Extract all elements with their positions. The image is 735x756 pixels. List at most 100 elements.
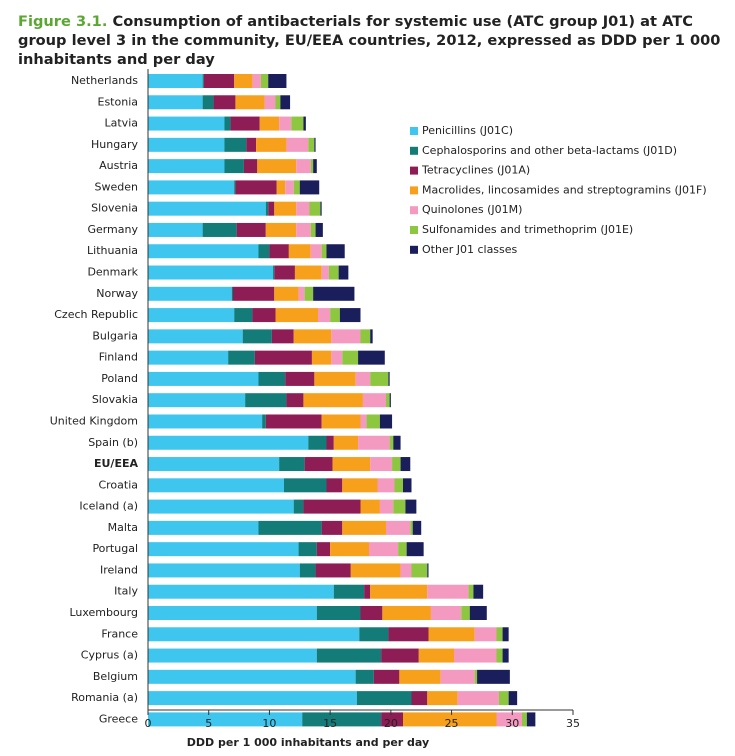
bar-segment xyxy=(382,606,431,620)
bar-segment xyxy=(254,350,312,365)
bar-segment xyxy=(242,329,272,344)
bar-segment xyxy=(405,499,417,514)
bar-segment xyxy=(496,648,503,663)
bar-segment xyxy=(469,606,487,620)
y-tick-label: Austria xyxy=(99,159,138,172)
bar-segment xyxy=(252,74,261,88)
bar-segment xyxy=(474,627,497,642)
bar-segment xyxy=(496,627,503,642)
bar-segment xyxy=(370,457,393,472)
bar-segment xyxy=(148,584,334,599)
legend-swatch xyxy=(410,186,418,195)
bar-segment xyxy=(370,329,373,344)
bar-segment xyxy=(377,478,395,493)
bar-segment xyxy=(284,478,327,493)
bar-segment xyxy=(418,648,454,663)
bar-segment xyxy=(304,457,333,472)
bar-segment xyxy=(389,435,394,450)
x-tick-label: 0 xyxy=(145,717,152,730)
bar-segment xyxy=(358,350,385,365)
bar-segment xyxy=(252,308,276,323)
x-tick-label: 10 xyxy=(262,717,276,730)
bar-segment xyxy=(233,286,275,301)
bar-segment xyxy=(398,542,407,557)
bar-segment xyxy=(360,329,371,344)
bar-segment xyxy=(224,159,244,174)
bar-segment xyxy=(360,414,367,429)
bar-segment xyxy=(379,499,394,514)
bar-segment xyxy=(148,627,360,642)
bar-segment xyxy=(293,499,304,514)
bar-segment xyxy=(304,286,314,301)
bar-segment xyxy=(148,520,259,535)
bar-segment xyxy=(320,201,322,216)
bar-segment xyxy=(268,201,275,216)
bar-segment xyxy=(358,435,390,450)
y-tick-label: Ireland xyxy=(100,563,138,576)
bar-segment xyxy=(262,414,266,429)
bar-segment xyxy=(265,222,297,237)
y-tick-label: France xyxy=(101,627,138,640)
bar-segment xyxy=(296,222,311,237)
bar-segment xyxy=(427,563,429,578)
chart-title-block: Figure 3.1. Consumption of antibacterial… xyxy=(18,12,723,69)
bar-segment xyxy=(332,457,371,472)
bar-segment xyxy=(350,563,401,578)
bar-segment xyxy=(461,606,470,620)
bar-segment xyxy=(258,371,286,386)
bar-segment xyxy=(342,478,378,493)
legend-label: Macrolides, lincosamides and streptogram… xyxy=(422,183,707,196)
bar-segment xyxy=(326,244,345,259)
bar-segment xyxy=(311,350,332,365)
y-tick-label: Iceland (a) xyxy=(79,500,138,513)
bar-segment xyxy=(148,457,280,472)
bar-segment xyxy=(310,222,316,237)
bar-segment xyxy=(362,393,386,408)
bar-segment xyxy=(148,435,309,450)
bar-segment xyxy=(388,627,429,642)
legend-label: Tetracyclines (J01A) xyxy=(421,164,530,177)
y-tick-label: Lithuania xyxy=(87,244,138,257)
bar-segment xyxy=(400,457,411,472)
bar-segment xyxy=(399,669,441,684)
bar-segment xyxy=(339,308,361,323)
bar-segment xyxy=(293,180,300,195)
y-tick-label: EU/EEA xyxy=(94,457,138,470)
y-tick-label: Bulgaria xyxy=(92,329,138,342)
bar-segment xyxy=(373,669,400,684)
bar-segment xyxy=(224,137,247,152)
bar-segment xyxy=(148,606,317,620)
bar-segment xyxy=(389,393,391,408)
legend-swatch xyxy=(410,146,418,155)
bar-segment xyxy=(427,584,469,599)
bar-segment xyxy=(231,286,233,301)
bar-segment xyxy=(331,350,343,365)
bar-segment xyxy=(326,435,334,450)
bar-segment xyxy=(403,712,497,727)
bar-segment xyxy=(264,95,276,110)
bar-segment xyxy=(386,520,411,535)
bar-segment xyxy=(386,393,390,408)
bar-segment xyxy=(148,563,300,578)
bar-segment xyxy=(280,95,291,110)
bar-segment xyxy=(381,712,403,727)
bar-segment xyxy=(148,244,259,259)
y-tick-label: Poland xyxy=(101,372,138,385)
bar-segment xyxy=(303,116,306,131)
bar-segment xyxy=(321,244,327,259)
bar-segment xyxy=(228,350,255,365)
bar-segment xyxy=(473,584,484,599)
bar-segment xyxy=(148,329,243,344)
y-tick-label: Latvia xyxy=(105,117,139,130)
bar-segment xyxy=(235,180,277,195)
bar-segment xyxy=(274,286,299,301)
bar-segment xyxy=(526,712,536,727)
bar-segment xyxy=(411,563,428,578)
bar-segment xyxy=(498,691,509,706)
x-tick-label: 20 xyxy=(384,717,398,730)
bar-segment xyxy=(369,542,399,557)
bar-segment xyxy=(148,371,259,386)
y-tick-label: Portugal xyxy=(92,542,138,555)
bar-segment xyxy=(148,499,294,514)
bar-segment xyxy=(148,201,266,216)
